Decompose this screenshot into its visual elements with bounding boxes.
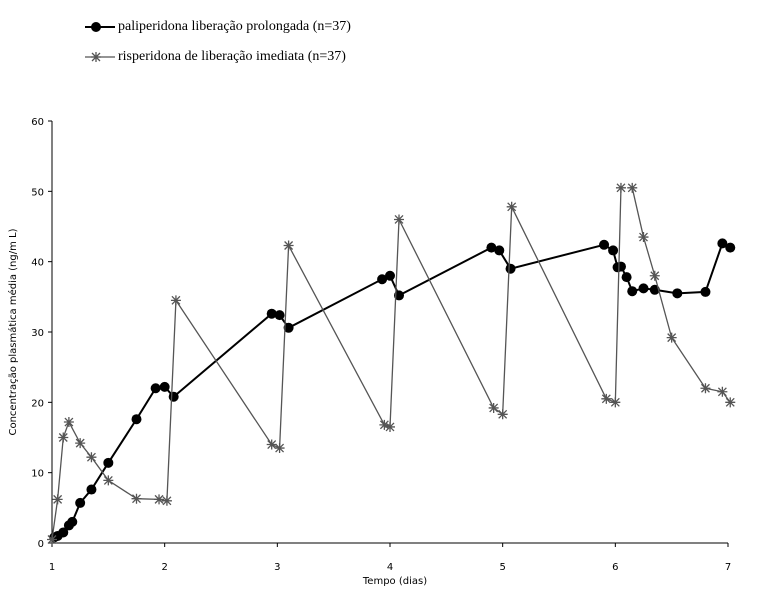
y-tick-label: 0	[38, 539, 44, 550]
data-point	[150, 383, 161, 394]
data-point	[170, 295, 181, 306]
legend-marker	[91, 52, 101, 62]
data-point	[700, 383, 711, 394]
series-line	[51, 187, 731, 540]
y-tick-label: 50	[31, 187, 44, 198]
data-point	[666, 332, 677, 343]
data-point	[497, 409, 508, 420]
data-point	[486, 242, 497, 253]
data-point	[394, 214, 405, 225]
legend-label: risperidona de liberação imediata (n=37)	[118, 49, 346, 64]
y-tick-label: 10	[31, 469, 44, 480]
data-point	[103, 457, 114, 468]
data-point	[379, 419, 390, 430]
x-tick-label: 4	[387, 562, 393, 573]
y-tick-label: 40	[31, 258, 44, 269]
data-point	[488, 402, 499, 413]
data-point	[725, 397, 736, 408]
data-point	[394, 290, 405, 301]
data-point	[505, 263, 516, 274]
data-point	[377, 274, 388, 285]
y-axis-label: Concentração plasmática média (ng/m L)	[7, 228, 19, 435]
data-point	[494, 245, 505, 256]
data-point	[627, 286, 638, 297]
data-point	[168, 391, 179, 402]
data-point	[58, 432, 69, 443]
data-point	[266, 308, 277, 319]
legend-marker	[91, 22, 101, 32]
data-point	[154, 494, 165, 505]
data-point	[161, 495, 172, 506]
data-point	[649, 270, 660, 281]
data-point	[75, 497, 86, 508]
data-point	[283, 240, 294, 251]
data-point	[385, 270, 395, 281]
x-axis-label: Tempo (dias)	[362, 576, 427, 587]
x-tick-label: 5	[499, 562, 505, 573]
data-point	[86, 484, 97, 495]
data-point	[159, 381, 170, 392]
data-point	[58, 527, 69, 538]
data-point	[385, 421, 395, 432]
data-point	[52, 494, 63, 505]
y-tick-label: 20	[31, 398, 44, 409]
data-point	[601, 393, 612, 404]
data-point	[638, 232, 649, 243]
data-point	[274, 310, 285, 321]
data-point	[283, 322, 294, 333]
legend-label: paliperidona liberação prolongada (n=37)	[118, 19, 351, 34]
x-tick-label: 6	[612, 562, 618, 573]
x-tick-label: 7	[725, 562, 731, 573]
data-point	[615, 261, 626, 272]
data-point	[608, 245, 619, 256]
data-point	[131, 414, 142, 425]
data-point	[717, 238, 728, 249]
data-point	[610, 397, 621, 408]
x-tick-label: 2	[161, 562, 167, 573]
data-point	[725, 242, 736, 253]
data-point	[627, 182, 638, 193]
data-point	[599, 239, 610, 250]
x-tick-label: 1	[49, 562, 55, 573]
data-point	[63, 417, 74, 428]
data-point	[131, 493, 142, 504]
data-point	[103, 475, 114, 486]
data-point	[638, 283, 649, 294]
data-point	[700, 286, 711, 297]
data-point	[47, 534, 57, 545]
data-point	[621, 272, 632, 283]
y-tick-label: 60	[31, 117, 44, 128]
data-point	[506, 201, 517, 212]
data-point	[86, 452, 97, 463]
y-tick-label: 30	[31, 328, 44, 339]
data-point	[266, 439, 277, 450]
x-tick-label: 3	[274, 562, 280, 573]
data-point	[717, 386, 728, 397]
data-point	[615, 182, 626, 193]
data-point	[67, 516, 78, 527]
data-point	[672, 288, 683, 299]
data-point	[274, 443, 285, 454]
data-point	[75, 438, 86, 449]
